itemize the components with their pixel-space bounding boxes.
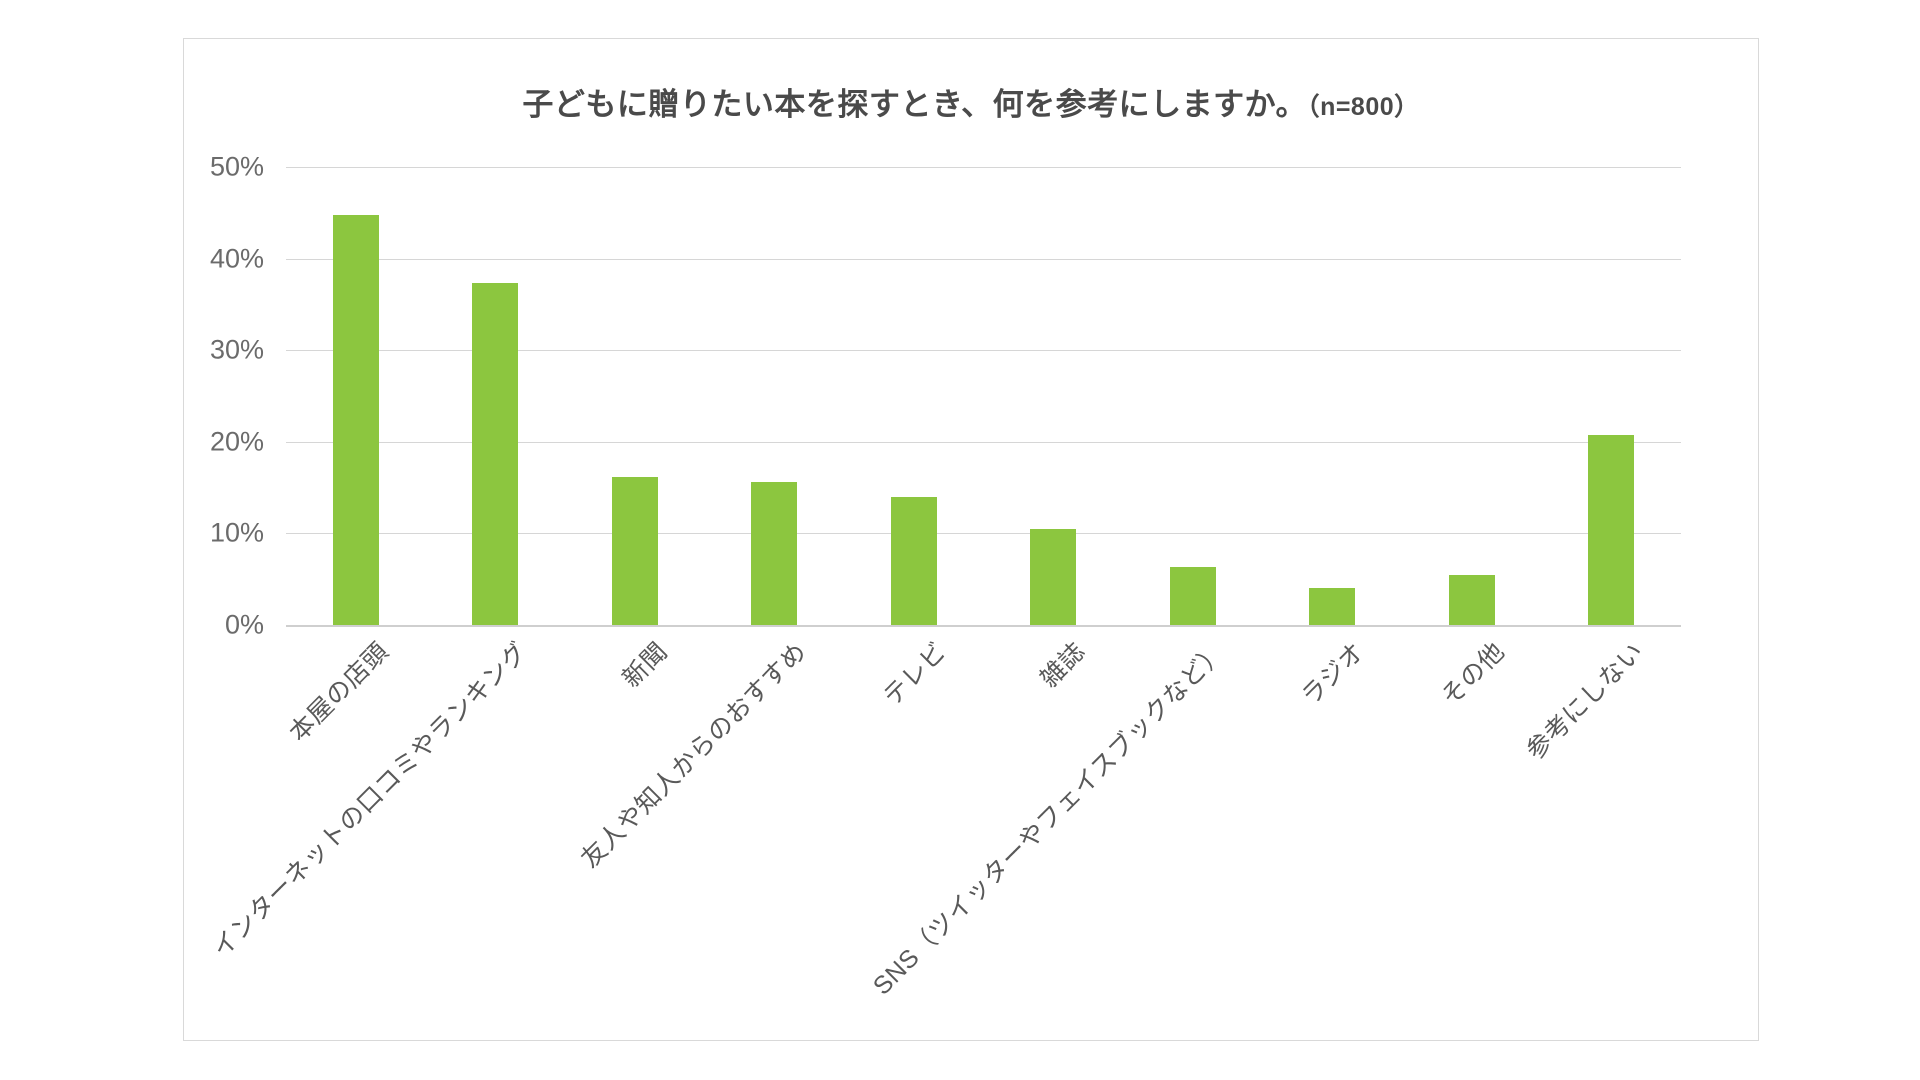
gridline-0: 0% [225,610,1681,640]
bar[interactable] [1588,435,1635,625]
x-axis-label: 参考にしない [1521,637,1650,766]
y-axis-tick-label: 40% [209,243,264,274]
bar-series [286,167,1681,625]
x-axis-category-labels: 本屋の店頭 インターネットの口コミやランキング 新聞 友人や知人からのおすすめ テレビ雑… [207,625,1681,1025]
chart-title-main: 子どもに贈りたい本を探すとき、何を参考にしますか。 [522,87,1308,122]
gridline-20: 20% [210,426,1681,456]
bar[interactable] [1169,567,1216,625]
bar[interactable] [890,496,937,625]
bar[interactable] [1448,574,1495,625]
plot-area: 0% 10% 20% 30% 40% 50% [210,152,1681,640]
y-axis-tick-label: 50% [209,151,264,182]
x-axis-label: 友人や知人からのおすすめ [576,637,813,874]
bar[interactable] [1309,588,1356,625]
bar[interactable] [472,283,519,625]
gridline-30: 30% [210,335,1681,365]
y-axis-tick-label: 20% [209,426,264,457]
x-axis-label: ラジオ [1296,637,1371,711]
x-axis-label: その他 [1435,637,1510,712]
gridlines: 0% 10% 20% 30% 40% 50% [210,152,1681,640]
y-axis-tick-label: 30% [209,334,264,365]
y-axis-tick-label: 0% [224,609,264,640]
bar[interactable] [751,482,798,625]
gridline-40: 40% [210,243,1681,273]
x-axis-label: テレビ [877,637,952,712]
x-axis-label: 雑誌 [1035,637,1092,694]
bar[interactable] [332,214,379,625]
chart-title: 子どもに贈りたい本を探すとき、何を参考にしますか。（n=800） [184,79,1758,124]
gridline-10: 10% [210,518,1681,548]
bar[interactable] [1030,528,1077,625]
gridline-50: 50% [210,152,1681,182]
chart-container: 子どもに贈りたい本を探すとき、何を参考にしますか。（n=800） 0% 10% 20… [183,38,1759,1041]
y-axis-tick-label: 10% [209,517,264,548]
bar[interactable] [611,476,658,625]
x-axis-label: 本屋の店頭 [283,637,394,748]
x-axis-label: 新聞 [616,637,673,694]
chart-title-sample-size: （n=800） [1307,93,1420,121]
